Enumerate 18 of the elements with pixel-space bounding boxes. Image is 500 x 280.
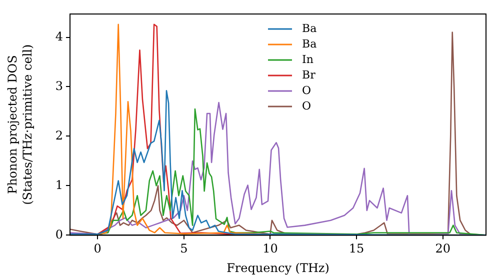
legend-label: Br (302, 68, 316, 82)
x-tick-label: 10 (262, 242, 278, 256)
y-tick-label: 1 (55, 178, 63, 192)
y-tick-label: 2 (55, 128, 63, 142)
y-tick-label: 3 (55, 78, 63, 93)
x-tick-label: 15 (348, 242, 364, 256)
legend-label: Ba (302, 37, 318, 50)
legend-label: O (302, 99, 312, 112)
x-tick-label: 5 (180, 242, 188, 256)
x-tick-label: 0 (94, 242, 102, 256)
x-axis-title: Frequency (THz) (226, 260, 330, 275)
legend-label: O (302, 84, 312, 97)
legend-label: Ba (302, 22, 318, 35)
y-axis-title: Phonon projected DOS (States/THz·primitive cell) (6, 44, 35, 205)
legend-label: In (302, 52, 314, 66)
x-tick-label: 20 (435, 242, 450, 256)
y-tick-label: 0 (55, 227, 63, 242)
y-tick-label: 4 (55, 29, 64, 44)
